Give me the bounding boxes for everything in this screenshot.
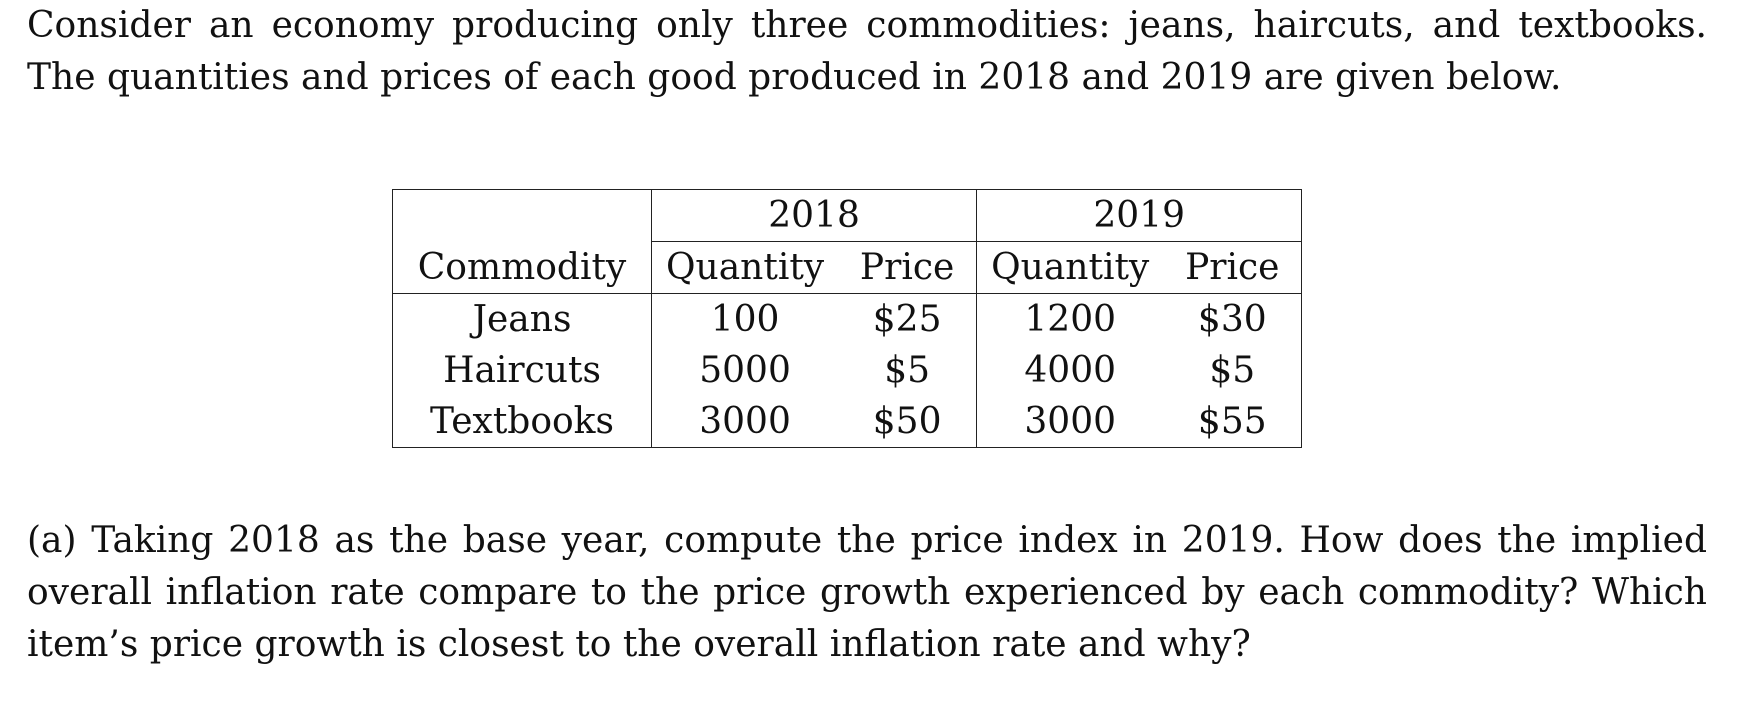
table-row: Jeans 100 $25 1200 $30 <box>392 293 1302 345</box>
commodity-table: 2018 2019 Commodity Quantity Price Quant… <box>392 189 1303 448</box>
quantity-2018-cell: 100 <box>651 293 839 345</box>
quantity-2019-header: Quantity <box>976 241 1164 294</box>
price-2019-header: Price <box>1163 241 1302 294</box>
commodity-table-wrapper: 2018 2019 Commodity Quantity Price Quant… <box>392 189 1303 448</box>
intro-paragraph: Consider an economy producing only three… <box>27 5 1707 98</box>
commodity-cell: Haircuts <box>443 350 601 391</box>
price-2019-cell: $5 <box>1209 350 1256 391</box>
table-row: Haircuts 5000 $5 4000 $5 <box>393 345 1302 396</box>
commodity-cell: Textbooks <box>430 401 614 442</box>
table-year-row: 2018 2019 <box>393 189 1302 242</box>
price-2018-cell: $5 <box>884 350 931 391</box>
price-2018-header: Price <box>838 241 977 294</box>
price-2019-cell: $30 <box>1163 293 1302 345</box>
quantity-2019-cell: 4000 <box>976 345 1164 396</box>
table-corner-cell <box>393 190 652 242</box>
year-header-2018: 2018 <box>650 189 977 242</box>
year-header-2019: 2019 <box>976 189 1302 242</box>
commodity-cell: Jeans <box>392 293 652 345</box>
commodity-column-header: Commodity <box>417 246 627 288</box>
quantity-2019-cell: 1200 <box>976 293 1164 345</box>
quantity-2018-header: Quantity <box>651 241 839 294</box>
price-2018-cell: $50 <box>872 401 942 442</box>
table-row: Textbooks 3000 $50 3000 $55 <box>393 396 1302 448</box>
quantity-2019-cell: 3000 <box>976 396 1164 448</box>
quantity-2018-cell: 3000 <box>651 396 839 448</box>
quantity-2018-cell: 5000 <box>651 345 839 396</box>
table-column-header-row: Commodity Quantity Price Quantity Price <box>393 241 1302 294</box>
price-2018-cell: $25 <box>838 293 977 345</box>
question-paragraph: (a) Taking 2018 as the base year, comput… <box>27 520 1707 665</box>
price-2019-cell: $55 <box>1197 401 1267 442</box>
